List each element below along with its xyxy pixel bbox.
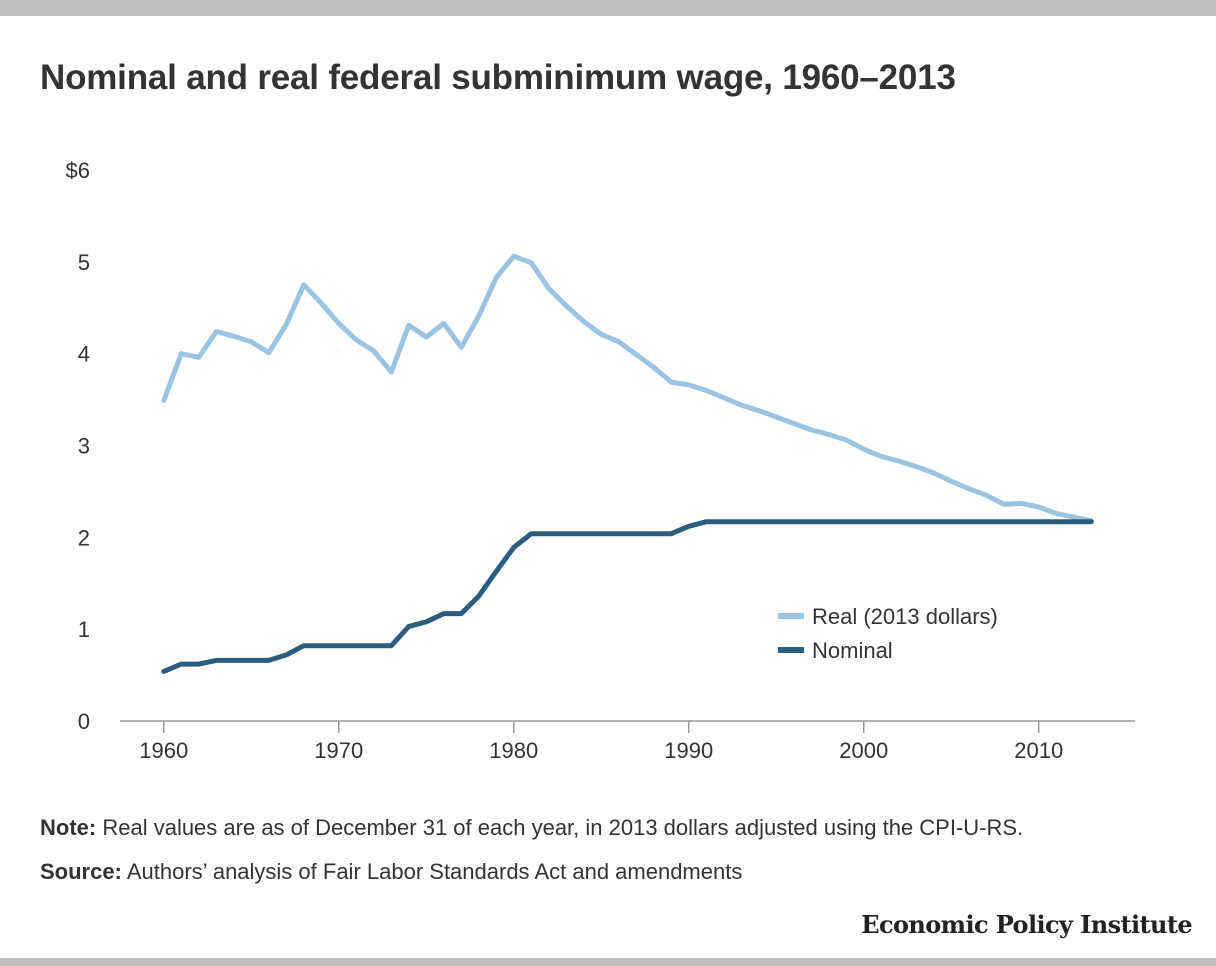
nominal-series-line xyxy=(161,519,1094,674)
source-text: Authors’ analysis of Fair Labor Standard… xyxy=(126,859,743,884)
top-border xyxy=(0,0,1216,16)
y-tick-label: 1 xyxy=(78,617,90,642)
legend-item-nominal: Nominal xyxy=(778,638,893,663)
source: Source: Authors’ analysis of Fair Labor … xyxy=(40,859,742,885)
x-tick-label: 2000 xyxy=(839,738,888,763)
legend-label: Nominal xyxy=(812,638,893,663)
y-tick-label: 3 xyxy=(78,434,90,459)
y-tick-label: 5 xyxy=(78,250,90,275)
x-tick-label: 1980 xyxy=(489,738,538,763)
y-tick-label: $6 xyxy=(66,158,90,183)
x-tick-label: 1990 xyxy=(664,738,713,763)
real-series-line xyxy=(161,253,1094,524)
source-label: Source: xyxy=(40,859,122,884)
y-tick-label: 2 xyxy=(78,525,90,550)
note: Note: Real values are as of December 31 … xyxy=(40,815,1023,841)
bottom-border xyxy=(0,958,1216,966)
legend-label: Real (2013 dollars) xyxy=(812,604,998,629)
note-text: Real values are as of December 31 of eac… xyxy=(102,815,1024,840)
note-label: Note: xyxy=(40,815,97,840)
legend-item-real: Real (2013 dollars) xyxy=(778,604,998,629)
legend: Real (2013 dollars) Nominal xyxy=(778,604,998,663)
y-tick-label: 0 xyxy=(78,709,90,734)
x-tick-label: 1960 xyxy=(139,738,188,763)
chart-title: Nominal and real federal subminimum wage… xyxy=(40,58,956,97)
y-tick-label: 4 xyxy=(78,342,90,367)
x-axis-ticks: 1960 1970 1980 1990 2000 2010 xyxy=(139,721,1063,763)
x-tick-label: 2010 xyxy=(1014,738,1063,763)
y-axis-ticks: 0 1 2 3 4 5 $6 xyxy=(66,158,90,734)
x-tick-label: 1970 xyxy=(314,738,363,763)
series-lines xyxy=(161,253,1094,674)
brand-logo: Economic Policy Institute xyxy=(861,910,1192,939)
